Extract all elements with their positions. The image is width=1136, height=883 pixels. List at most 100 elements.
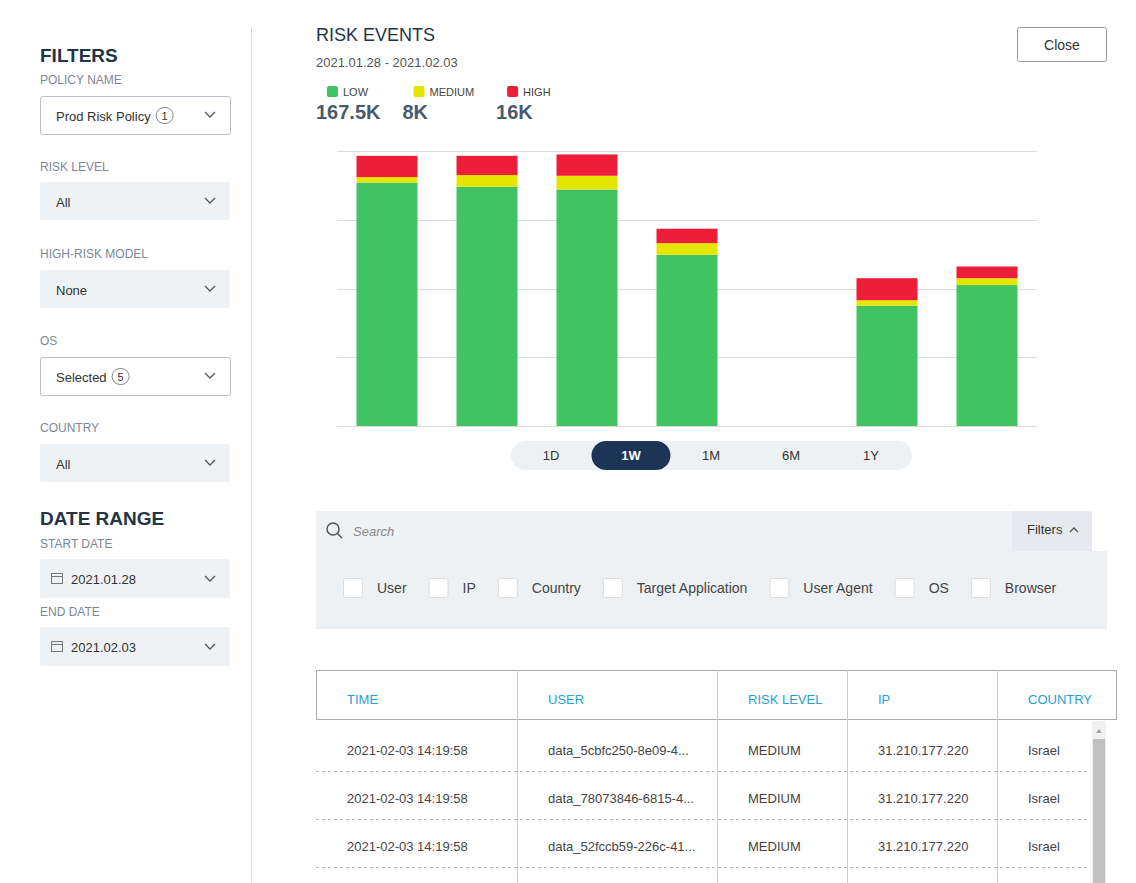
calendar-icon	[52, 642, 63, 652]
column-header[interactable]: COUNTRY	[1028, 692, 1092, 707]
dropdown-value: Selected	[56, 370, 107, 385]
column-header[interactable]: TIME	[347, 692, 378, 707]
date-label: START DATE	[40, 537, 112, 551]
legend-total: 167.5K	[316, 101, 381, 123]
column-header[interactable]: IP	[878, 692, 890, 707]
period-option[interactable]: 6M	[782, 448, 800, 463]
calendar-icon-line	[52, 644, 63, 645]
filter-checkbox[interactable]: Country	[498, 579, 581, 598]
date-value: 2021.02.03	[71, 640, 136, 655]
filter-checkbox[interactable]: IP	[429, 579, 476, 598]
checkbox[interactable]	[603, 579, 622, 598]
checkbox-label[interactable]: Target Application	[637, 580, 748, 596]
search-icon-handle	[338, 534, 343, 539]
filter-dropdown[interactable]: None	[40, 270, 230, 308]
filter-dropdown[interactable]: All	[40, 182, 230, 220]
filter-dropdown[interactable]: Selected 5	[41, 358, 231, 396]
filter-checkbox[interactable]: User Agent	[770, 579, 873, 598]
dropdown-box[interactable]	[40, 182, 230, 220]
panel-divider	[251, 28, 252, 883]
legend-item: HIGH16K	[496, 86, 551, 123]
filters-button[interactable]: Filters	[1012, 511, 1092, 551]
filter-checkbox[interactable]: User	[344, 579, 407, 598]
checkbox-label[interactable]: User	[377, 580, 407, 596]
bar-segment	[957, 267, 1018, 279]
search-icon	[327, 523, 339, 535]
table-cell: data_5cbfc250-8e09-4...	[548, 743, 689, 758]
column-header[interactable]: USER	[548, 692, 584, 707]
checkbox-label[interactable]: Browser	[1005, 580, 1057, 596]
dropdown-box[interactable]	[40, 270, 230, 308]
period-option[interactable]: 1M	[702, 448, 720, 463]
filters-button-text[interactable]: Filters	[1027, 522, 1063, 537]
scrollbar-arrow[interactable]	[1096, 729, 1102, 733]
dropdown-box[interactable]	[41, 358, 231, 396]
checkbox[interactable]	[770, 579, 789, 598]
filter-checkbox[interactable]: Target Application	[603, 579, 747, 598]
scrollbar-thumb[interactable]	[1093, 739, 1105, 883]
period-label[interactable]: 6M	[782, 448, 800, 463]
page-subtitle: 2021.01.28 - 2021.02.03	[316, 55, 458, 70]
close-button-text[interactable]: Close	[1044, 37, 1080, 53]
date-box[interactable]	[40, 559, 230, 598]
period-selected[interactable]	[592, 441, 671, 470]
period-option[interactable]: 1D	[543, 448, 560, 463]
scrollbar-track[interactable]	[1092, 721, 1106, 883]
table-cell: 31.210.177.220	[878, 839, 968, 854]
legend: LOW167.5KMEDIUM8KHIGH16K	[316, 86, 551, 123]
calendar-icon	[52, 574, 63, 584]
chevron-icon	[205, 644, 215, 649]
period-label[interactable]: 1D	[543, 448, 560, 463]
filter-checkbox[interactable]: OS	[895, 579, 949, 598]
search-box[interactable]	[316, 511, 1012, 551]
checkbox[interactable]	[895, 579, 914, 598]
period-option[interactable]: 1Y	[863, 448, 879, 463]
filter-panel: FILTERSPOLICY NAMEProd Risk Policy1RISK …	[40, 45, 231, 666]
scrollbar[interactable]	[1092, 721, 1106, 883]
count-badge-text: 1	[162, 110, 168, 122]
column-divider	[997, 670, 998, 883]
period-label[interactable]: 1M	[702, 448, 720, 463]
close-button[interactable]: Close	[1018, 28, 1107, 62]
dropdown-box[interactable]	[40, 444, 230, 482]
date-picker[interactable]: 2021.02.03	[40, 627, 230, 666]
legend-item: LOW167.5K	[316, 86, 381, 123]
period-label[interactable]: 1W	[621, 448, 641, 463]
bar-segment	[757, 426, 818, 427]
dropdown-box[interactable]	[41, 97, 231, 135]
filter-label: OS	[40, 334, 57, 348]
date-picker[interactable]: 2021.01.28	[40, 559, 230, 598]
bar-segment	[657, 255, 718, 426]
filter-dropdown[interactable]: Prod Risk Policy1	[41, 97, 231, 135]
checkbox[interactable]	[344, 579, 363, 598]
filters-button-box[interactable]	[1012, 511, 1092, 551]
search-placeholder: Search	[353, 524, 394, 539]
period-option[interactable]: 1W	[592, 441, 671, 470]
table-cell: 31.210.177.220	[878, 791, 968, 806]
bar-segment	[957, 285, 1018, 426]
chevron-icon	[205, 373, 215, 378]
table-cell: 2021-02-03 14:19:58	[347, 791, 468, 806]
table-row: 2021-02-03 14:19:58data_78073846-6815-4.…	[316, 791, 1090, 820]
table-cell: 31.210.177.220	[878, 743, 968, 758]
checkbox[interactable]	[971, 579, 990, 598]
count-badge-text: 5	[118, 371, 124, 383]
close-button-box[interactable]	[1018, 28, 1107, 62]
column-header[interactable]: RISK LEVEL	[748, 692, 822, 707]
date-box[interactable]	[40, 627, 230, 666]
column-divider	[717, 670, 718, 883]
dropdown-value: None	[56, 283, 87, 298]
checkbox-label[interactable]: Country	[532, 580, 581, 596]
checkbox-label[interactable]: IP	[463, 580, 476, 596]
filter-dropdown[interactable]: All	[40, 444, 230, 482]
grid-line	[337, 151, 1037, 152]
filter-checkbox[interactable]: Browser	[971, 579, 1056, 598]
checkbox[interactable]	[498, 579, 517, 598]
table-cell: 2021-02-03 14:19:58	[347, 743, 468, 758]
filter-options-panel	[316, 551, 1107, 629]
checkbox[interactable]	[429, 579, 448, 598]
bar-segment	[657, 243, 718, 255]
checkbox-label[interactable]: User Agent	[803, 580, 872, 596]
checkbox-label[interactable]: OS	[929, 580, 949, 596]
period-label[interactable]: 1Y	[863, 448, 879, 463]
